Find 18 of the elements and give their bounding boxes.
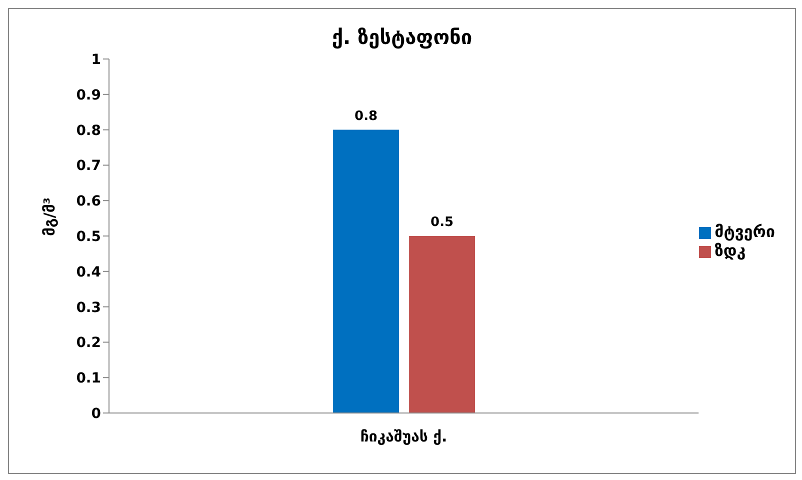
legend-label: მტვერი — [714, 222, 775, 241]
chart-title: ქ. ზესტაფონი — [330, 25, 474, 49]
legend-label: ზდკ — [714, 241, 746, 260]
y-tick-label: 0.3 — [76, 300, 101, 316]
y-tick-label: 0.7 — [76, 158, 101, 174]
y-tick-label: 0.4 — [76, 264, 102, 280]
y-tick-label: 0.1 — [76, 370, 101, 387]
data-label: 0.8 — [354, 108, 378, 124]
y-tick-label: 0.9 — [76, 87, 101, 104]
y-tick-label: 0 — [91, 406, 102, 422]
y-tick-label: 0.8 — [76, 122, 101, 139]
y-tick-label: 0.6 — [76, 194, 101, 210]
data-label: 0.5 — [430, 215, 454, 230]
y-tick-label: 0.2 — [76, 335, 101, 352]
y-tick-label: 1 — [91, 52, 101, 68]
y-tick-label: 0.5 — [76, 228, 101, 245]
y-axis-title: მგ/მ³ — [40, 198, 58, 236]
x-tick-label: ჩიკაშუას ქ. — [360, 428, 448, 446]
